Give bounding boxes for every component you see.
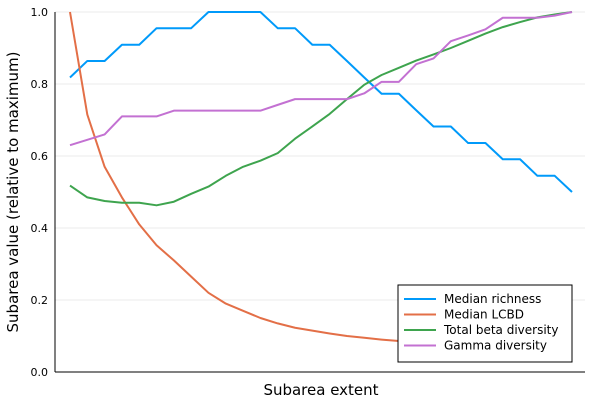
- legend-label: Median LCBD: [444, 308, 524, 322]
- y-tick-label: 0.4: [31, 222, 49, 235]
- y-tick-label: 0.6: [31, 150, 49, 163]
- y-tick-label: 0.2: [31, 294, 49, 307]
- legend-label: Median richness: [444, 292, 541, 306]
- y-tick-labels: 0.0 0.2 0.4 0.6 0.8 1.0: [31, 6, 49, 379]
- legend-label: Gamma diversity: [444, 339, 547, 353]
- y-axis-label: Subarea value (relative to maximum): [4, 52, 22, 333]
- y-tick-label: 0.0: [31, 366, 49, 379]
- y-tick-label: 1.0: [31, 6, 49, 19]
- x-axis-label: Subarea extent: [263, 381, 378, 399]
- axes: [54, 12, 585, 373]
- series-line-1: [69, 11, 573, 193]
- series-line-3: [69, 11, 573, 207]
- y-tick-label: 0.8: [31, 78, 49, 91]
- legend-label: Total beta diversity: [443, 323, 558, 337]
- legend-box: [397, 284, 573, 363]
- series-line-4: [69, 11, 573, 147]
